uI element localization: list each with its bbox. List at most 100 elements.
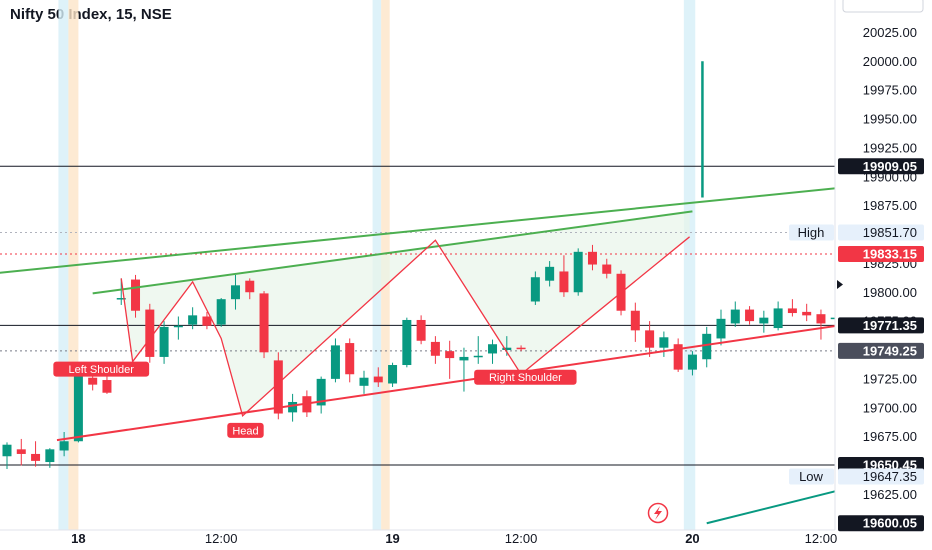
pattern-label-text: Right Shoulder xyxy=(489,372,562,384)
candle-body xyxy=(545,266,555,281)
price-tag-bg xyxy=(838,342,924,359)
candle-body xyxy=(245,280,255,293)
x-tick-label: 19 xyxy=(385,531,399,546)
y-tick-label: 19925.00 xyxy=(863,140,917,155)
bullish-candle xyxy=(459,347,469,392)
candle-body xyxy=(573,251,583,293)
bearish-candle xyxy=(416,315,426,345)
candle-body xyxy=(787,308,797,314)
pattern-label: Head xyxy=(227,422,264,438)
bearish-candle xyxy=(430,336,440,364)
bullish-candle xyxy=(330,338,340,383)
bearish-candle xyxy=(259,291,269,359)
bullish-candle xyxy=(759,310,769,333)
head-and-shoulders-path xyxy=(120,236,690,418)
chart-title: Nifty 50 Index, 15, NSE xyxy=(10,6,172,23)
bullish-candle xyxy=(716,309,726,346)
bullish-candle xyxy=(73,370,83,443)
candle-body xyxy=(102,380,112,393)
candle-body xyxy=(216,299,226,325)
x-tick-label: 12:00 xyxy=(505,531,538,546)
trend-line-neckline xyxy=(92,210,693,295)
x-tick-label: 12:00 xyxy=(805,531,838,546)
pattern-label: Left Shoulder xyxy=(53,361,150,377)
candle-body xyxy=(345,343,355,375)
price-tag-bg xyxy=(838,224,924,241)
pattern-label-bg xyxy=(227,422,264,438)
candle-body xyxy=(288,401,298,413)
session-band xyxy=(683,0,696,530)
candle-body xyxy=(659,337,669,348)
bearish-candle xyxy=(345,338,355,383)
candle-body xyxy=(388,365,398,384)
candle-body xyxy=(159,326,169,357)
candle-body xyxy=(273,360,283,414)
bearish-candle xyxy=(516,345,526,352)
candle-body xyxy=(816,314,826,324)
bearish-candle xyxy=(559,255,569,297)
bullish-candle xyxy=(316,376,326,414)
bullish-candle xyxy=(488,339,498,364)
bearish-candle xyxy=(445,340,455,379)
candle-body xyxy=(116,298,126,300)
session-band xyxy=(58,0,69,530)
candle-body xyxy=(202,316,212,326)
trend-line-wedge-upper xyxy=(0,181,893,274)
y-tick-label: 19625.00 xyxy=(863,487,917,502)
price-tag-value: 19771.35 xyxy=(863,318,917,333)
candle-body xyxy=(645,330,655,348)
bullish-candle xyxy=(59,432,69,457)
candle-body xyxy=(587,251,597,265)
price-tag: 19851.70 High xyxy=(789,224,924,241)
price-tag-value: 19749.25 xyxy=(863,343,917,358)
candle-body xyxy=(673,344,683,370)
candle-body xyxy=(59,441,69,451)
pattern-label-bg xyxy=(53,361,150,377)
pattern-label-text: Left Shoulder xyxy=(69,364,135,376)
bullish-candle xyxy=(216,298,226,327)
bullish-candle xyxy=(730,301,740,327)
price-tag-value: 19647.35 xyxy=(863,469,917,484)
y-tick-label: 19800.00 xyxy=(863,285,917,300)
bearish-candle xyxy=(645,321,655,357)
candle-body xyxy=(459,356,469,361)
candle-body xyxy=(602,264,612,274)
bullish-candle xyxy=(773,301,783,331)
candle-body xyxy=(88,377,98,385)
bullish-candle xyxy=(530,271,540,305)
candle-body xyxy=(473,355,483,358)
y-tick-label: 19700.00 xyxy=(863,400,917,415)
arrow-icon xyxy=(837,280,843,289)
price-tag-bg xyxy=(838,245,924,262)
candle-body xyxy=(716,318,726,339)
price-tag-bg xyxy=(838,515,924,532)
price-tag-label-bg xyxy=(789,224,834,241)
price-tag: 19749.25 xyxy=(838,342,924,359)
candle-body xyxy=(173,325,183,328)
y-tick-label: 19975.00 xyxy=(863,83,917,98)
bearish-candle xyxy=(131,274,141,318)
bearish-candle xyxy=(31,441,41,467)
candle-body xyxy=(73,373,83,442)
x-tick-label: 20 xyxy=(685,531,699,546)
bearish-candle xyxy=(602,258,612,279)
candle-body xyxy=(416,319,426,341)
y-tick-label: 19950.00 xyxy=(863,112,917,127)
candle-body xyxy=(445,351,455,359)
candle-body xyxy=(45,449,55,463)
price-tag: 19600.05 xyxy=(838,515,924,532)
bearish-candle xyxy=(373,367,383,387)
price-tag-bg xyxy=(838,158,924,175)
candle-body xyxy=(145,309,155,357)
bullish-candle xyxy=(687,351,697,376)
candle-body xyxy=(259,293,269,353)
price-tag-bg xyxy=(838,317,924,334)
candle-body xyxy=(745,309,755,322)
candle-body xyxy=(230,285,240,300)
candle-body xyxy=(630,310,640,331)
candle-body xyxy=(759,317,769,324)
candle-body xyxy=(2,444,12,457)
bearish-candle xyxy=(202,311,212,330)
bullish-candle xyxy=(359,370,369,394)
